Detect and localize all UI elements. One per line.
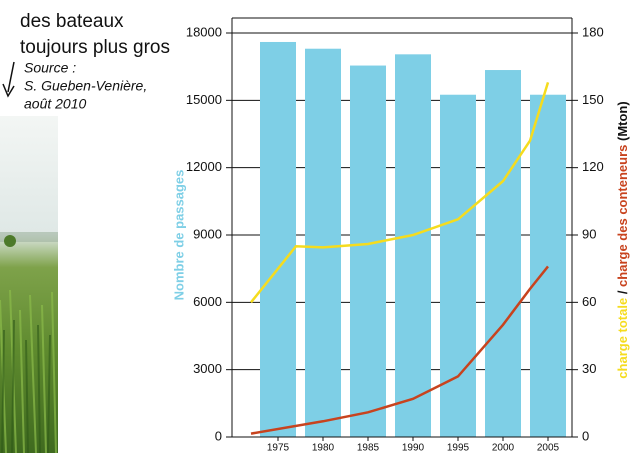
bar xyxy=(485,70,521,438)
y-tick-label: 15000 xyxy=(186,92,222,107)
y2-tick-label: 0 xyxy=(582,428,589,443)
y-tick-label: 3000 xyxy=(193,361,222,376)
caption-line: des bateaux xyxy=(20,11,124,32)
x-tick-label: 1975 xyxy=(267,443,290,453)
source-label: Source : xyxy=(24,60,76,76)
y2-tick-label: 60 xyxy=(582,294,596,309)
bar xyxy=(530,94,566,437)
x-tick-label: 1985 xyxy=(357,443,380,453)
arrow xyxy=(2,61,15,98)
y2-axis-label-part: charge totale xyxy=(615,298,630,379)
y2-tick-label: 90 xyxy=(582,226,596,241)
bar xyxy=(305,48,341,437)
bar xyxy=(350,65,386,438)
y2-tick-label: 150 xyxy=(582,92,604,107)
x-tick-label: 2000 xyxy=(492,443,515,453)
x-tick-label: 1980 xyxy=(312,443,335,453)
bar xyxy=(260,41,296,437)
y-tick-label: 0 xyxy=(215,428,222,443)
source: S. Gueben-Venière, xyxy=(24,78,147,94)
y2-tick-label: 120 xyxy=(582,159,604,174)
chart: 0 3000 6000 9000 12000 15000 18000 0 30 60 90 120 15… xyxy=(171,17,630,453)
y-tick-label: 6000 xyxy=(193,294,222,309)
bar xyxy=(395,54,431,437)
x-tick-label: 2005 xyxy=(537,443,560,453)
source: août 2010 xyxy=(24,96,86,112)
y2-axis-label-part: (Mton) xyxy=(615,101,630,144)
bar xyxy=(440,94,476,437)
y2-axis-label-part: charge des conteneurs xyxy=(615,145,630,287)
y2-axis-label-part: / xyxy=(615,287,630,298)
line xyxy=(250,265,549,435)
y-tick-label: 12000 xyxy=(186,159,222,174)
caption-line: toujours plus gros xyxy=(20,37,170,58)
x-tick-label: 1995 xyxy=(447,443,470,453)
y2-tick-label: 180 xyxy=(582,24,604,39)
y2-tick-label: 30 xyxy=(582,361,596,376)
x-tick-label: 1990 xyxy=(402,443,425,453)
line xyxy=(250,82,550,304)
y-axis-label: Nombre de passages xyxy=(171,170,186,301)
y-tick-label: 9000 xyxy=(193,226,222,241)
photo xyxy=(0,116,58,453)
y2-axis-label: charge totale / charge des conteneurs (M… xyxy=(615,101,630,378)
y-tick-label: 18000 xyxy=(186,24,222,39)
